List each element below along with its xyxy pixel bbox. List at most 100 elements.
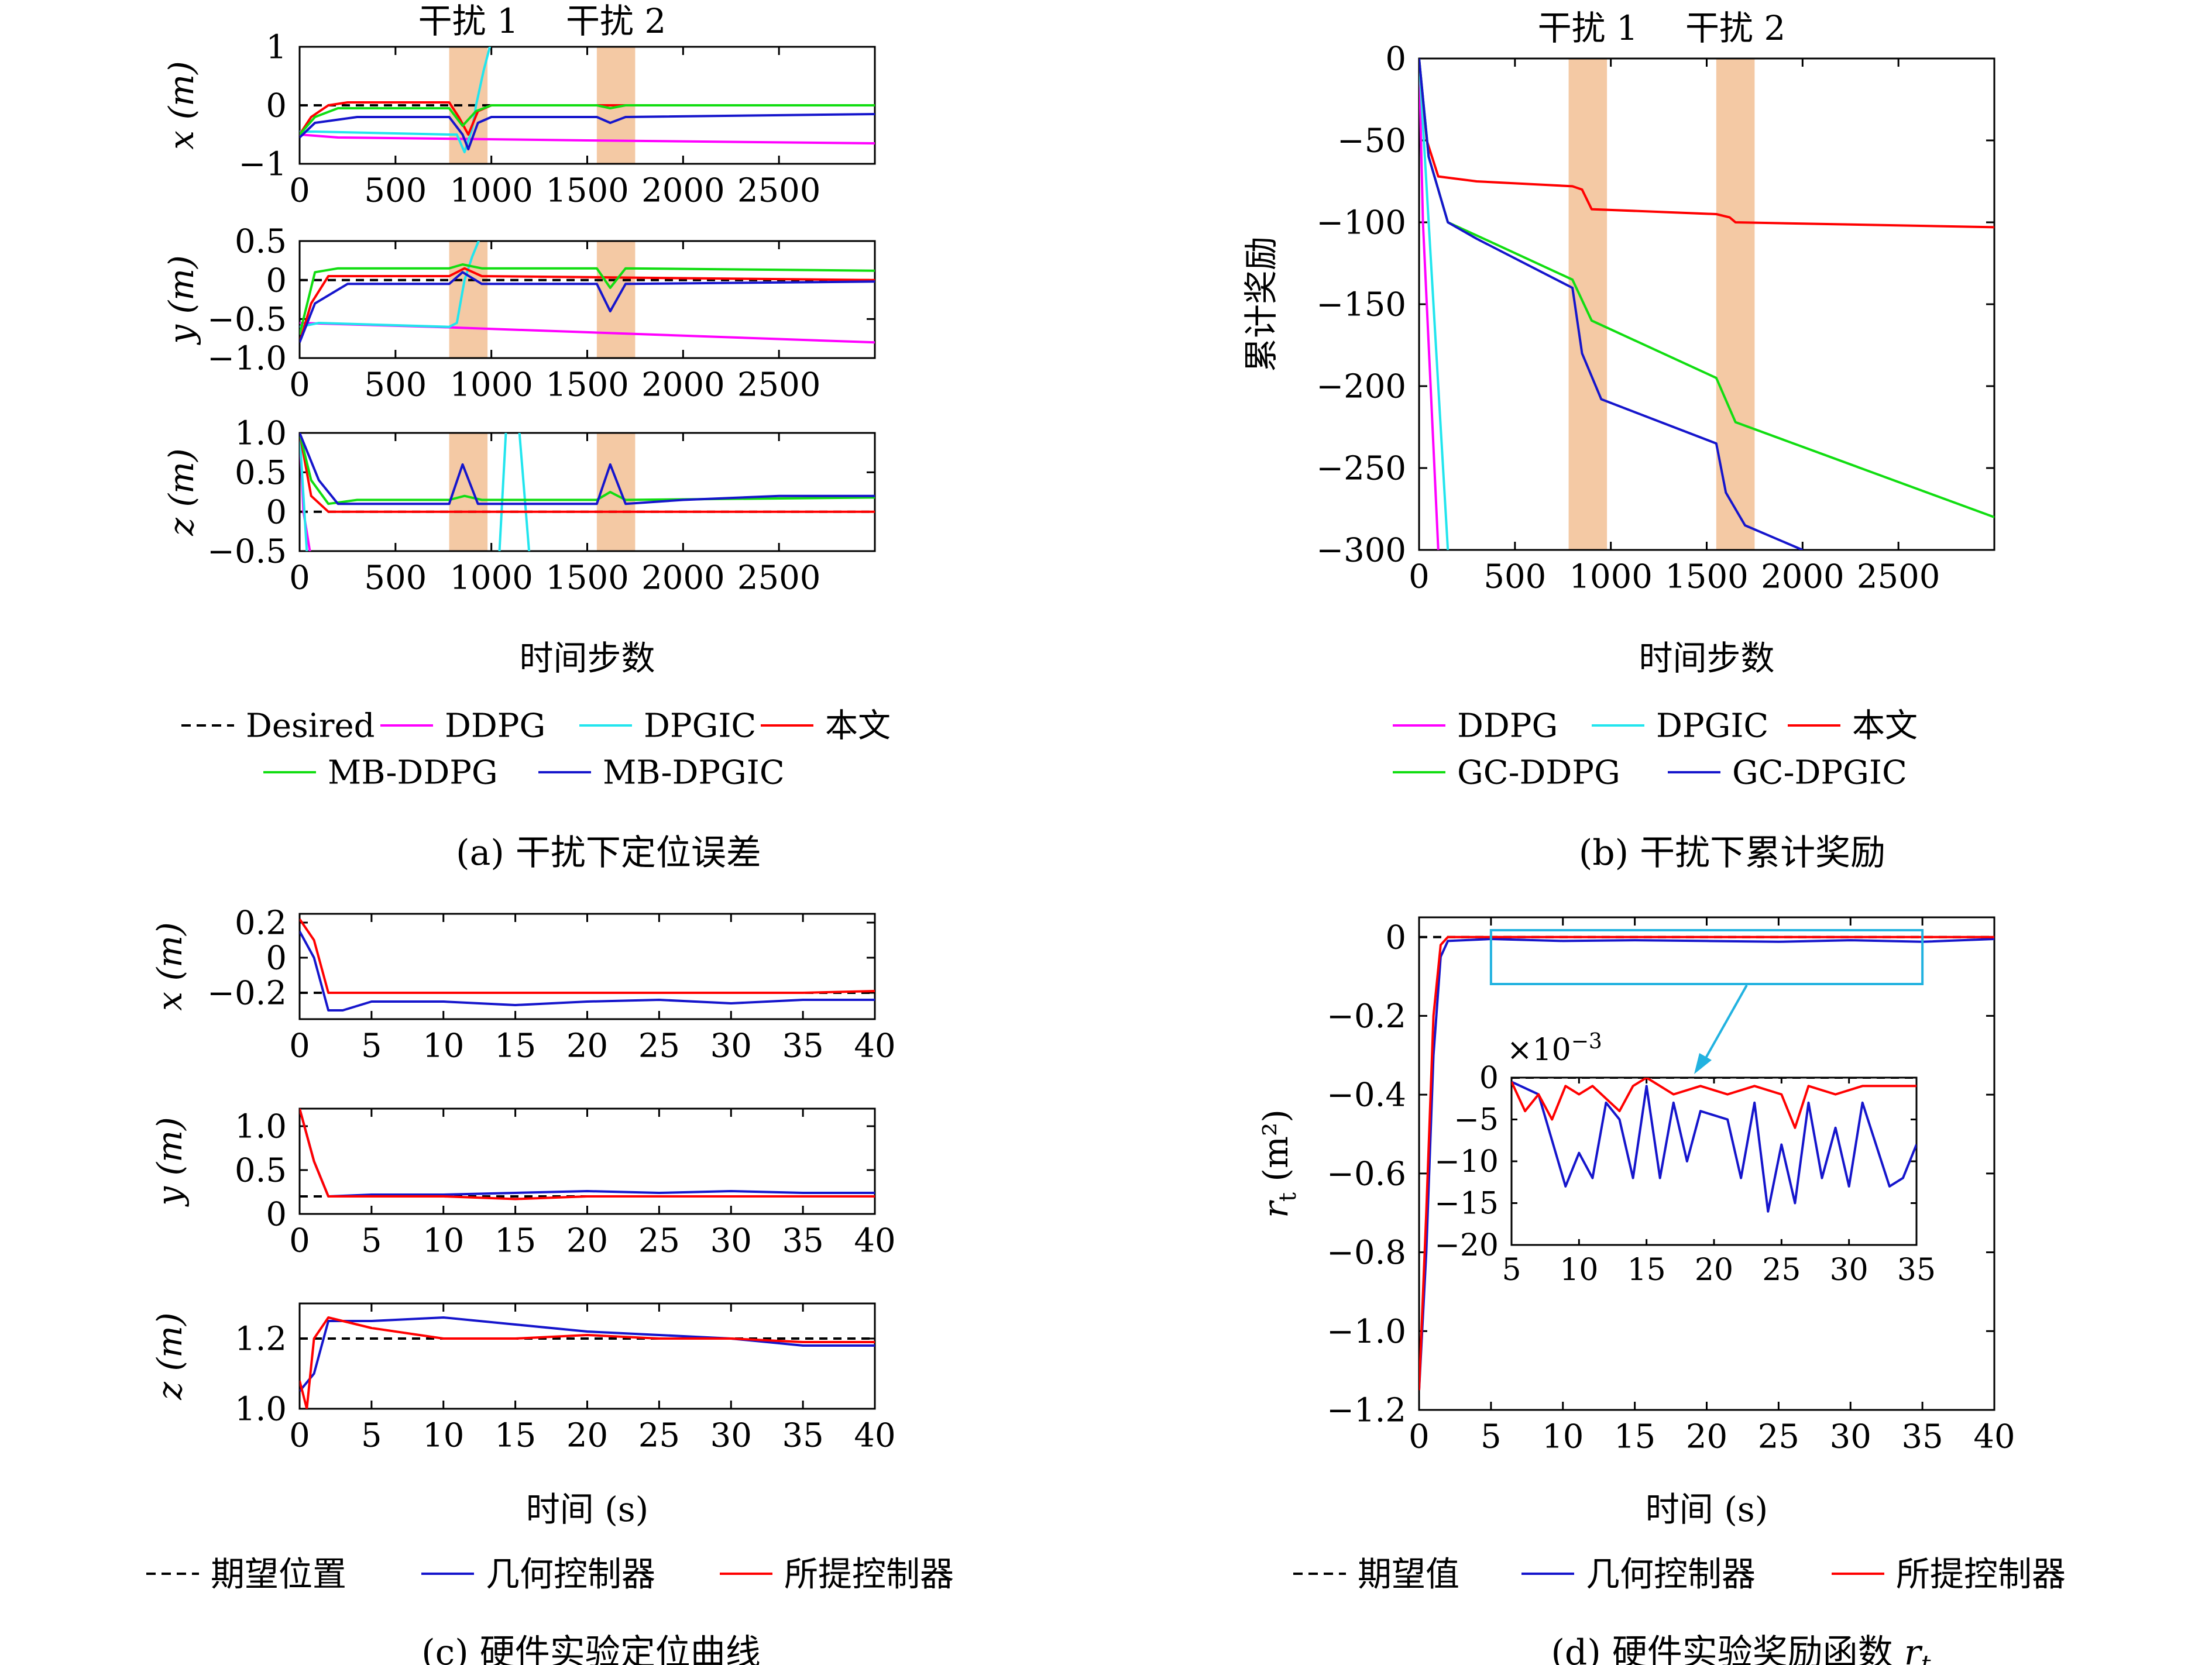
x-tick-label: 5 bbox=[361, 1027, 382, 1065]
disturbance-band bbox=[596, 433, 636, 551]
x-axis-label: 时间步数 bbox=[519, 638, 655, 678]
x-tick-label: 15 bbox=[494, 1027, 536, 1065]
y-tick-label: 1 bbox=[266, 29, 287, 67]
x-tick-label: 30 bbox=[710, 1416, 752, 1454]
series-geometric bbox=[300, 1109, 875, 1198]
x-tick-label: 35 bbox=[782, 1222, 823, 1260]
disturbance-band bbox=[449, 433, 488, 551]
series-dpgic bbox=[300, 433, 531, 551]
disturbance-band bbox=[449, 241, 488, 358]
y-tick-label: −10 bbox=[1434, 1144, 1499, 1179]
x-axis-label: 时间 (s) bbox=[526, 1489, 648, 1529]
x-tick-label: 0 bbox=[289, 1416, 310, 1454]
series-dpgic bbox=[300, 47, 492, 153]
y-tick-label: −20 bbox=[1434, 1228, 1499, 1263]
x-tick-label: 1500 bbox=[545, 171, 629, 209]
x-tick-label: 20 bbox=[566, 1027, 608, 1065]
legend-desired-label: Desired bbox=[246, 707, 375, 745]
series-mb-dpgic bbox=[300, 433, 875, 505]
x-tick-label: 0 bbox=[289, 1027, 310, 1065]
x-tick-label: 1000 bbox=[449, 559, 533, 597]
y-tick-label: 0 bbox=[266, 262, 287, 300]
y-tick-label: −150 bbox=[1316, 286, 1406, 324]
x-tick-label: 15 bbox=[1627, 1253, 1666, 1288]
y-label-unit: (m²) bbox=[1256, 1109, 1296, 1192]
x-tick-label: 1000 bbox=[449, 171, 533, 209]
chart-c: 0 5 10 15 20 25 30 35 400.20−0.2x (m)0 5 10 15 20 25 3… bbox=[146, 904, 954, 1665]
series-proposed bbox=[1419, 935, 1994, 1391]
x-tick-label: 10 bbox=[1542, 1418, 1584, 1456]
chart-d: 0 5 10 15 20 25 30 35 40 0 −0.2 −0.4 −0.6 −0.8 −1.0 −1.… bbox=[1256, 916, 2066, 1665]
caption: (d) 硬件实验奖励函数 rt bbox=[1551, 1632, 1931, 1665]
x-tick-label: 20 bbox=[566, 1416, 608, 1454]
y-tick-label: −1.0 bbox=[207, 340, 287, 378]
x-tick-label: 30 bbox=[1830, 1253, 1868, 1288]
x-tick-label: 10 bbox=[423, 1027, 464, 1065]
caption-var: r bbox=[1904, 1632, 1923, 1665]
y-label-sub: t bbox=[1275, 1192, 1301, 1202]
legend-desired-label: 期望值 bbox=[1358, 1554, 1459, 1594]
y-tick-label: −0.2 bbox=[1327, 997, 1406, 1036]
legend-dpgic-label: DPGIC bbox=[644, 707, 756, 745]
y-tick-label: 1.0 bbox=[235, 1391, 287, 1429]
y-tick-label: −15 bbox=[1434, 1186, 1499, 1222]
x-tick-label: 2000 bbox=[1761, 558, 1845, 596]
x-tick-label: 25 bbox=[1762, 1253, 1801, 1288]
x-tick-label: 0 bbox=[289, 366, 310, 404]
x-tick-label: 20 bbox=[566, 1222, 608, 1260]
inset-series-proposed bbox=[1512, 1078, 1916, 1129]
x-tick-label: 1000 bbox=[449, 366, 533, 404]
x-tick-label: 0 bbox=[289, 171, 310, 209]
y-axis-label: x (m) bbox=[150, 922, 190, 1010]
series-geometric bbox=[300, 931, 875, 1012]
x-tick-label: 1500 bbox=[1665, 558, 1749, 596]
series-ours bbox=[300, 267, 875, 343]
x-tick-label: 25 bbox=[638, 1416, 680, 1454]
y-tick-label: −0.5 bbox=[207, 533, 287, 571]
band-label: 干扰 1 bbox=[1538, 8, 1638, 48]
x-tick-label: 20 bbox=[1686, 1418, 1727, 1456]
series-gc-dpgic bbox=[1419, 59, 1804, 550]
legend-desired-label: 期望位置 bbox=[211, 1554, 346, 1594]
y-tick-label: −0.4 bbox=[1327, 1076, 1406, 1114]
x-tick-label: 15 bbox=[494, 1222, 536, 1260]
series-proposed bbox=[300, 1109, 875, 1200]
x-tick-label: 20 bbox=[1695, 1253, 1733, 1288]
y-axis-label: 累计奖励 bbox=[1241, 236, 1281, 372]
inset-scale-label: ×10−3 bbox=[1507, 1030, 1602, 1068]
y-tick-label: −200 bbox=[1316, 368, 1406, 406]
y-tick-label: −0.2 bbox=[207, 975, 287, 1013]
x-tick-label: 10 bbox=[423, 1416, 464, 1454]
x-tick-label: 15 bbox=[494, 1416, 536, 1454]
legend-gc-dpgic-label: GC-DPGIC bbox=[1732, 754, 1907, 792]
y-label-var: r bbox=[1256, 1200, 1296, 1218]
y-tick-label: 1.2 bbox=[235, 1320, 287, 1358]
series-mb-ddpg bbox=[300, 263, 875, 335]
x-tick-label: 30 bbox=[710, 1222, 752, 1260]
y-tick-label: 0 bbox=[266, 1196, 287, 1234]
series-gc-ddpg bbox=[1419, 59, 1994, 518]
x-tick-label: 25 bbox=[638, 1027, 680, 1065]
y-tick-label: −250 bbox=[1316, 450, 1406, 488]
chart-b: 干扰 1 干扰 2 0 500 1000 1500 2000 2500 0 −50 −100 −150… bbox=[1241, 8, 1995, 873]
y-tick-label: 0 bbox=[266, 940, 287, 978]
x-tick-label: 5 bbox=[361, 1222, 382, 1260]
x-tick-label: 2500 bbox=[737, 559, 821, 597]
x-tick-label: 500 bbox=[1483, 558, 1546, 596]
caption: (b) 干扰下累计奖励 bbox=[1579, 832, 1885, 873]
x-tick-label: 500 bbox=[364, 559, 427, 597]
x-tick-label: 1500 bbox=[545, 559, 629, 597]
series-mb-dpgic bbox=[300, 113, 875, 150]
x-tick-label: 35 bbox=[782, 1027, 823, 1065]
series-geometric bbox=[1419, 938, 1994, 1391]
legend-ddpg-label: DDPG bbox=[445, 707, 545, 745]
legend-proposed-label: 所提控制器 bbox=[1896, 1554, 2066, 1594]
x-tick-label: 35 bbox=[1897, 1253, 1936, 1288]
x-tick-label: 25 bbox=[1758, 1418, 1799, 1456]
disturbance-band bbox=[1716, 59, 1755, 550]
x-tick-label: 40 bbox=[854, 1416, 895, 1454]
inset-background bbox=[1512, 1078, 1916, 1245]
x-tick-label: 5 bbox=[1481, 1418, 1502, 1456]
y-tick-label: 1.0 bbox=[235, 1108, 287, 1146]
